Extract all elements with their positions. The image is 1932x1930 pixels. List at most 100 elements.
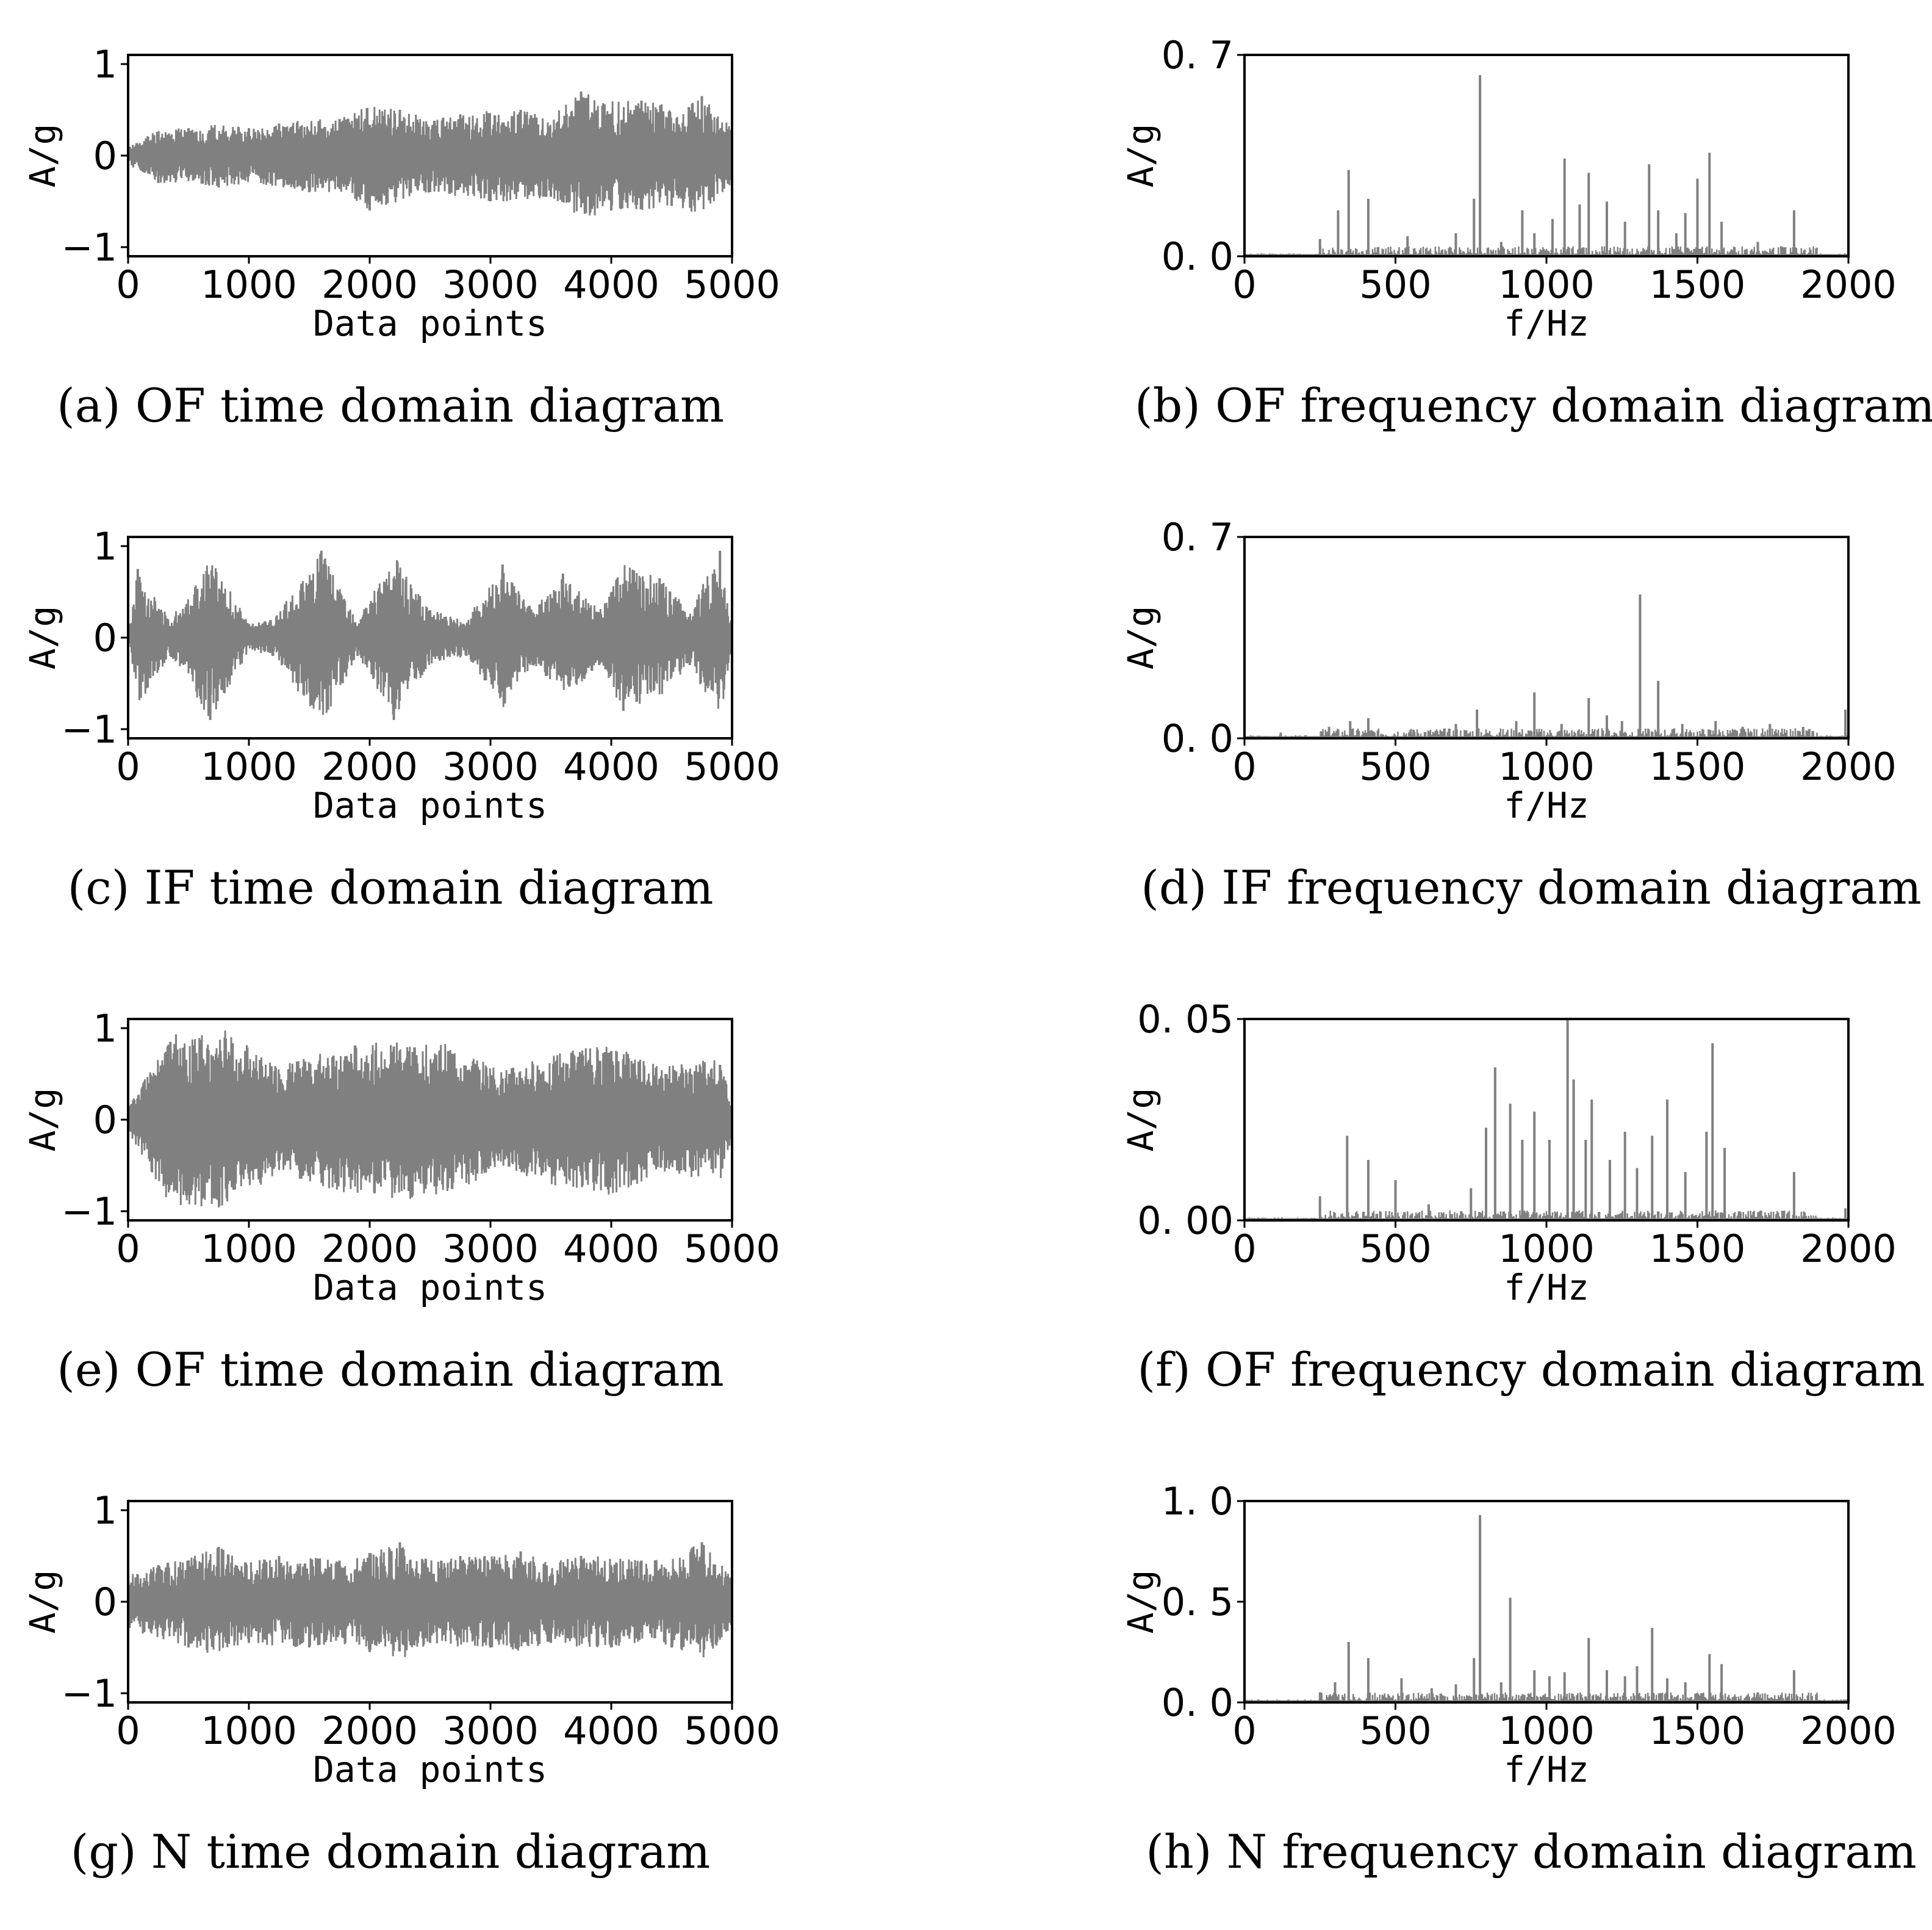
y-tick-label: 1. 0 [1162,1479,1234,1524]
x-tick-label: 3000 [442,262,539,307]
x-tick-label: 500 [1359,262,1431,307]
y-tick-label: 1 [93,1006,117,1051]
x-tick-label: 5000 [684,1226,780,1271]
y-axis-label: A/g [22,606,63,670]
y-axis-label: A/g [22,1570,63,1634]
caption-a: (a) OF time domain diagram [57,378,724,433]
caption-c: (c) IF time domain diagram [67,860,714,915]
x-tick-label: 500 [1359,1226,1431,1271]
y-axis-label: A/g [22,1088,63,1152]
x-tick-label: 500 [1359,744,1431,789]
series-g [127,1542,733,1658]
x-tick-label: 0 [1232,744,1256,789]
x-tick-label: 0 [116,262,140,307]
caption-b: (b) OF frequency domain diagram [1135,378,1932,433]
caption-g: (g) N time domain diagram [70,1824,711,1879]
x-tick-label: 0 [116,1709,140,1753]
x-tick-label: 1000 [1498,1709,1595,1753]
x-tick-label: 2000 [321,1709,418,1753]
y-tick-label: 0. 5 [1162,1580,1234,1624]
x-tick-label: 0 [1232,1709,1256,1753]
x-tick-label: 0 [116,1226,140,1271]
y-tick-label: 0 [93,1580,117,1624]
x-tick-label: 2000 [321,744,418,789]
x-tick-label: 1500 [1650,262,1746,307]
y-tick-label: −1 [62,707,117,752]
series-c [127,550,733,720]
x-tick-label: 0 [116,744,140,789]
y-tick-label: 1 [93,42,117,87]
x-tick-label: 500 [1359,1709,1431,1753]
signal-trace [127,553,733,716]
y-tick-label: 1 [93,1488,117,1533]
x-tick-label: 2000 [321,1226,418,1271]
x-tick-label: 3000 [442,1709,539,1753]
x-tick-label: 4000 [563,744,659,789]
x-axis-label: f/Hz [1504,303,1589,344]
x-tick-label: 2000 [1800,744,1897,789]
x-tick-label: 3000 [442,744,539,789]
x-tick-label: 5000 [684,262,780,307]
y-tick-label: −1 [62,1671,117,1716]
caption-e: (e) OF time domain diagram [57,1342,724,1397]
x-tick-label: 1000 [1498,262,1595,307]
x-axis-label: f/Hz [1504,1267,1589,1308]
x-tick-label: 1000 [201,262,297,307]
series-h [1243,1515,1850,1702]
y-axis-label: A/g [1120,606,1162,670]
x-tick-label: 1000 [201,1226,297,1271]
x-tick-label: 4000 [563,1709,659,1753]
x-tick-label: 2000 [1800,1709,1897,1753]
caption-f: (f) OF frequency domain diagram [1137,1342,1925,1397]
x-tick-label: 1000 [201,1709,297,1753]
y-tick-label: 0 [93,134,117,178]
x-tick-label: 0 [1232,262,1256,307]
x-tick-label: 3000 [442,1226,539,1271]
x-tick-label: 2000 [1800,1226,1897,1271]
caption-h: (h) N frequency domain diagram [1146,1824,1917,1879]
x-tick-label: 2000 [1800,262,1897,307]
y-tick-label: 0. 7 [1162,33,1234,77]
x-axis-label: f/Hz [1504,1749,1589,1790]
x-axis-label: Data points [313,1749,547,1790]
plot-frame [1243,1500,1850,1704]
x-axis-label: Data points [313,785,547,826]
y-axis-label: A/g [1120,1570,1162,1634]
y-axis-label: A/g [1120,124,1162,188]
y-tick-label: 0. 0 [1162,716,1234,761]
x-tick-label: 1000 [1498,744,1595,789]
x-tick-label: 1000 [1498,1226,1595,1271]
x-tick-label: 0 [1232,1226,1256,1271]
x-tick-label: 4000 [563,1226,659,1271]
x-tick-label: 1000 [201,744,297,789]
x-tick-label: 4000 [563,262,659,307]
signal-trace [127,1030,733,1208]
y-tick-label: 1 [93,524,117,569]
series-a [127,92,733,216]
x-tick-label: 1500 [1650,1226,1746,1271]
caption-d: (d) IF frequency domain diagram [1141,860,1922,915]
x-tick-label: 1500 [1650,744,1746,789]
y-axis-label: A/g [1120,1088,1162,1152]
x-axis-label: Data points [313,303,547,344]
y-tick-label: 0. 00 [1137,1198,1234,1243]
y-axis-label: A/g [22,124,63,188]
y-tick-label: 0. 05 [1137,997,1234,1042]
x-axis-label: Data points [313,1267,547,1308]
x-axis-label: f/Hz [1504,785,1589,826]
x-tick-label: 5000 [684,744,780,789]
x-tick-label: 2000 [321,262,418,307]
y-tick-label: 0 [93,616,117,660]
y-tick-label: −1 [62,225,117,270]
y-tick-label: 0. 7 [1162,515,1234,560]
y-tick-label: 0. 0 [1162,234,1234,279]
y-tick-label: 0 [93,1098,117,1142]
